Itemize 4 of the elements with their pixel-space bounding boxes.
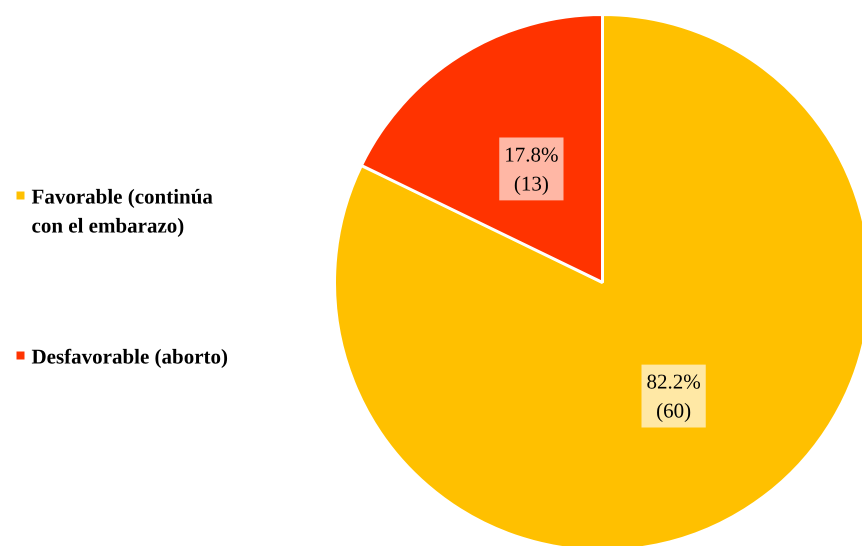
data-label: 17.8% (13) <box>504 142 559 196</box>
data-label: 82.2% (60) <box>646 370 701 422</box>
legend-label: Desfavorable (aborto) <box>32 344 228 368</box>
legend-label: Favorable (continúa con el embarazo) <box>32 184 214 238</box>
